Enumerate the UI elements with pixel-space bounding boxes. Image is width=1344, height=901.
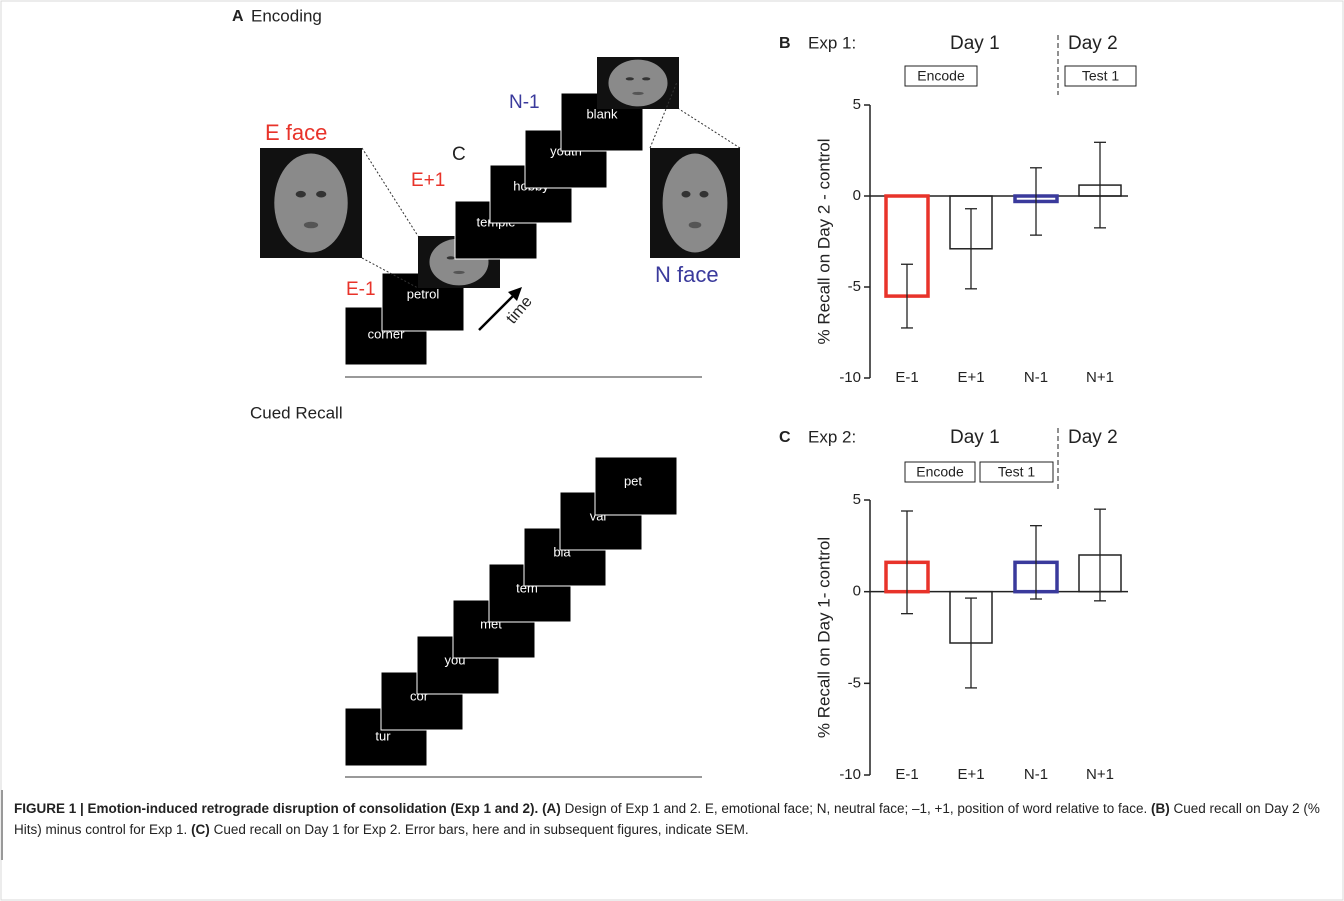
day-label: Day 2 (1068, 33, 1118, 54)
caption: FIGURE 1 | Emotion-induced retrograde di… (14, 798, 1332, 840)
x-tick-label: E-1 (895, 766, 918, 783)
face-mouth (632, 91, 644, 95)
caption-segment: (B) (1147, 801, 1170, 816)
phase-box (904, 65, 978, 87)
caption-segment: Cued recall on Day 1 for Exp 2. Error ba… (209, 822, 749, 837)
panel-letter: C (779, 429, 791, 446)
y-tick-label: 0 (853, 583, 861, 600)
error-bar (1094, 141, 1106, 229)
face-oval (608, 59, 668, 107)
y-tick-label: 5 (853, 96, 861, 113)
face-mouth (453, 270, 465, 274)
phase-box (1064, 65, 1137, 87)
face-eye (681, 190, 691, 198)
e-face-label: E face (265, 120, 327, 145)
panel-title: Encoding (251, 6, 322, 25)
screen-word: petrol (407, 286, 440, 301)
face-eye (295, 190, 306, 198)
time-arrow-head (508, 287, 522, 301)
phase-box (979, 461, 1054, 483)
time-label: time (503, 293, 536, 327)
experiment-label: Exp 2: (808, 427, 856, 446)
time-arrow (478, 292, 517, 331)
x-tick-label: E+1 (957, 369, 984, 386)
x-tick-label: N-1 (1024, 369, 1048, 386)
phase-label: Test 1 (998, 464, 1036, 480)
error-bar (965, 208, 977, 290)
screen-word: pet (624, 473, 642, 488)
phase-label: Encode (916, 464, 964, 480)
y-tick-label: 0 (853, 187, 861, 204)
n-face-label: N face (655, 262, 719, 287)
day-label: Day 1 (950, 33, 1000, 54)
caption-segment: Cued recall on Day 2 (% Hits) minus cont… (14, 801, 1320, 837)
error-bar (1030, 167, 1042, 236)
screen (594, 456, 678, 516)
caption-segment: Design of Exp 1 and 2. E, emotional face… (560, 801, 1148, 816)
day-label: Day 1 (950, 427, 1000, 448)
phase-box (904, 461, 976, 483)
caption-segment: (C) (187, 822, 210, 837)
panel-letter: A (232, 8, 244, 25)
x-tick-label: E+1 (957, 766, 984, 783)
panel-letter: B (779, 35, 791, 52)
face-eye (625, 77, 634, 81)
zoom-line (361, 147, 419, 237)
zoom-line (361, 257, 419, 289)
face-oval (274, 153, 348, 253)
x-tick-label: N+1 (1086, 766, 1114, 783)
y-tick-label: -5 (848, 278, 861, 295)
error-bar (901, 510, 913, 615)
face-eye (699, 190, 709, 198)
y-tick-label: -10 (839, 766, 861, 783)
screen-word: blank (586, 106, 618, 121)
zoom-line (678, 108, 741, 149)
face-mouth (688, 221, 702, 229)
face-eye (642, 77, 651, 81)
phase-label: Test 1 (1082, 68, 1120, 84)
caption-segment: (A) (538, 801, 561, 816)
y-tick-label: -10 (839, 369, 861, 386)
error-bar (1094, 508, 1106, 602)
x-tick-label: N+1 (1086, 369, 1114, 386)
experiment-label: Exp 1: (808, 33, 856, 52)
caption-segment: FIGURE 1 | Emotion-induced retrograde di… (14, 801, 539, 816)
error-bar (1030, 525, 1042, 600)
x-tick-label: N-1 (1024, 766, 1048, 783)
position-label: C (452, 144, 466, 165)
y-tick-label: 5 (853, 491, 861, 508)
face-eye (446, 256, 455, 260)
x-tick-label: E-1 (895, 369, 918, 386)
position-label: N-1 (509, 92, 540, 113)
error-bar (901, 263, 913, 329)
screen-word: tur (375, 728, 391, 743)
day-label: Day 2 (1068, 427, 1118, 448)
face-eye (316, 190, 327, 198)
recall-title: Cued Recall (250, 403, 343, 422)
face-mouth (303, 221, 319, 229)
position-label: E-1 (346, 279, 376, 300)
error-bar (965, 597, 977, 689)
position-label: E+1 (411, 170, 445, 191)
y-axis-title: % Recall on Day 1- control (814, 537, 833, 738)
face-oval (662, 153, 728, 253)
y-tick-label: -5 (848, 674, 861, 691)
phase-label: Encode (917, 68, 965, 84)
y-axis-title: % Recall on Day 2 - control (814, 139, 833, 345)
